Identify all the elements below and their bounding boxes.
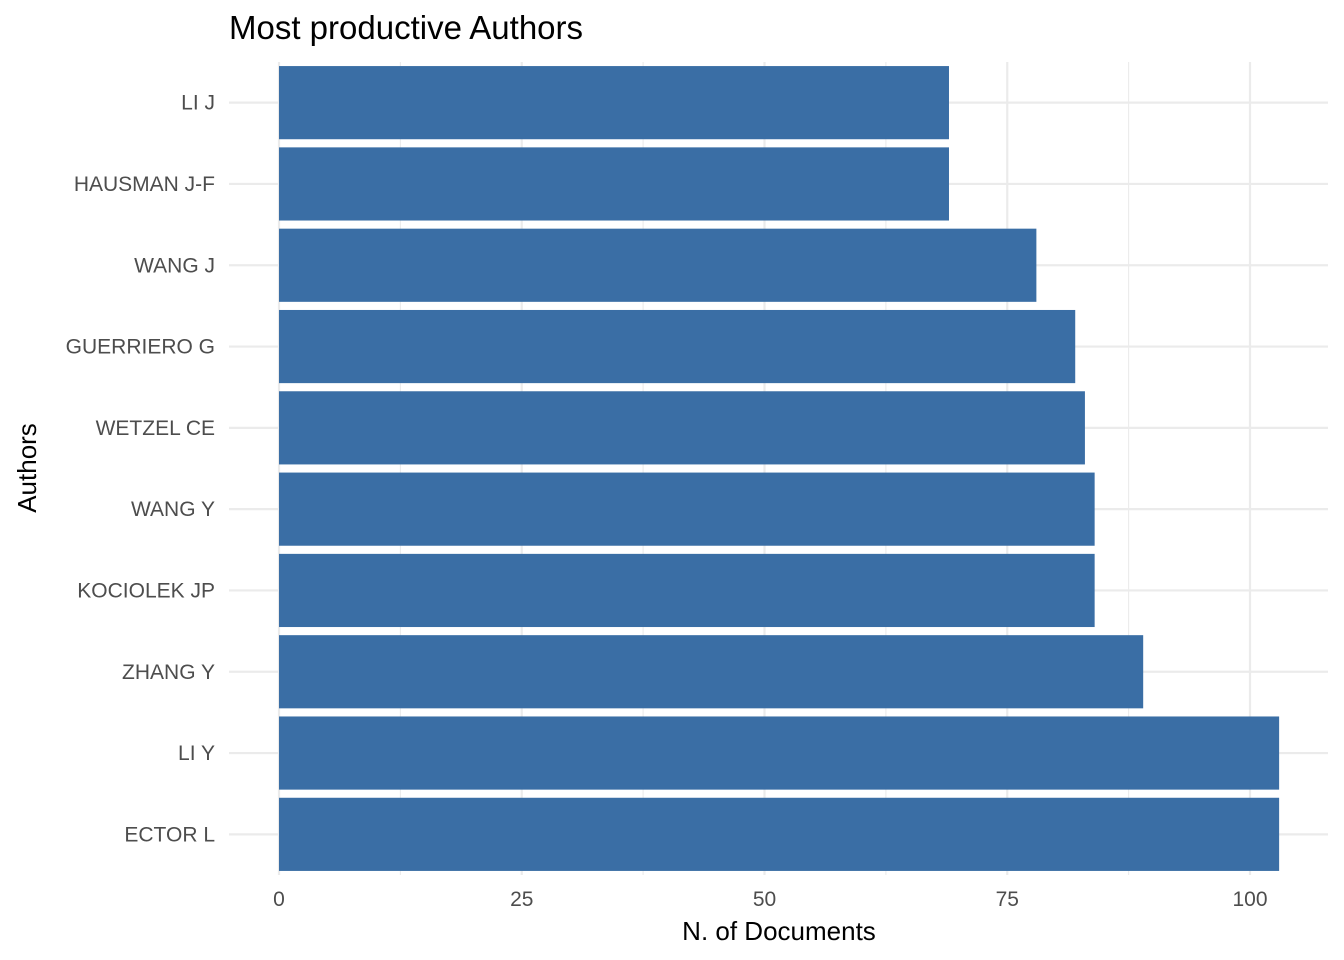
y-axis-title: Authors [12, 423, 42, 513]
bar [279, 391, 1085, 465]
chart-title: Most productive Authors [229, 9, 583, 46]
bar [279, 797, 1280, 871]
y-tick-label: KOCIOLEK JP [77, 579, 215, 602]
x-tick-label: 0 [273, 888, 285, 911]
bars [279, 66, 1280, 871]
y-tick-label: GUERRIERO G [66, 336, 215, 359]
y-tick-label: WANG J [134, 254, 215, 277]
y-axis-ticks: LI J HAUSMAN J-F WANG J GUERRIERO G WETZEL C… [66, 92, 215, 847]
bar [279, 66, 949, 140]
x-axis-ticks: 0 25 50 75 100 [273, 888, 1267, 911]
bar [279, 553, 1095, 628]
bar [279, 472, 1095, 546]
y-tick-label: ZHANG Y [122, 661, 215, 684]
bar [279, 635, 1144, 709]
x-tick-label: 50 [753, 888, 776, 911]
y-tick-label: LI J [181, 92, 215, 115]
y-tick-label: WETZEL CE [96, 417, 215, 440]
x-axis-title: N. of Documents [682, 916, 876, 946]
x-tick-label: 100 [1232, 888, 1267, 911]
y-tick-label: LI Y [178, 742, 215, 765]
x-tick-label: 25 [510, 888, 533, 911]
bar [279, 716, 1280, 790]
x-tick-label: 75 [996, 888, 1019, 911]
bar [279, 228, 1037, 302]
bar [279, 309, 1076, 384]
y-tick-label: ECTOR L [124, 823, 215, 846]
y-tick-label: WANG Y [131, 498, 215, 521]
bar [279, 147, 949, 221]
y-tick-label: HAUSMAN J-F [74, 173, 215, 196]
